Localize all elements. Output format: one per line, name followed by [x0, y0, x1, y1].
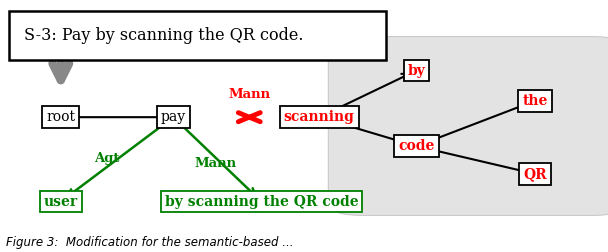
- Text: the: the: [522, 94, 548, 108]
- Text: by scanning the QR code: by scanning the QR code: [165, 195, 358, 209]
- Text: Mann: Mann: [228, 88, 271, 101]
- Text: by: by: [407, 64, 426, 78]
- Text: S-3: Pay by scanning the QR code.: S-3: Pay by scanning the QR code.: [24, 27, 304, 44]
- Text: root: root: [46, 110, 75, 124]
- Text: QR: QR: [523, 167, 547, 181]
- Text: user: user: [44, 195, 78, 209]
- Text: pay: pay: [161, 110, 186, 124]
- Text: code: code: [398, 139, 435, 153]
- FancyBboxPatch shape: [9, 11, 386, 60]
- FancyBboxPatch shape: [328, 37, 608, 215]
- Text: scanning: scanning: [284, 110, 354, 124]
- Text: Agt: Agt: [94, 152, 119, 165]
- Text: Figure 3:  Modification for the semantic-based ...: Figure 3: Modification for the semantic-…: [6, 236, 294, 249]
- Text: Mann: Mann: [195, 157, 237, 170]
